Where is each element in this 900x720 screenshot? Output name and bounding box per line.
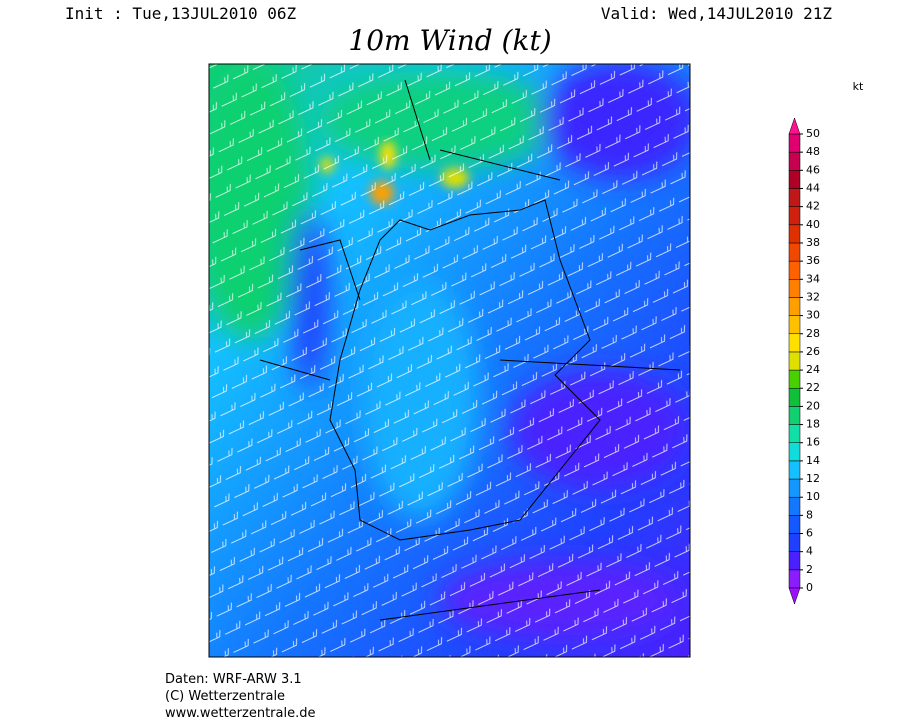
colorbar-band [788, 515, 801, 534]
colorbar-label: 38 [806, 236, 820, 249]
colorbar-above [788, 117, 801, 135]
colorbar-label: 42 [806, 200, 820, 213]
colorbar-label: 8 [806, 508, 813, 521]
colorbar-band [788, 333, 801, 353]
map-frame [208, 63, 691, 658]
colorbar-band [788, 442, 801, 462]
colorbar-label: 28 [806, 327, 820, 340]
colorbar-label: 4 [806, 545, 813, 558]
valid-time: Valid: Wed,14JUL2010 21Z [601, 4, 833, 23]
colorbar-band [788, 133, 801, 153]
colorbar-label: 18 [806, 418, 820, 431]
colorbar-below [788, 587, 801, 605]
colorbar-band [788, 151, 801, 171]
map-title: 10m Wind (kt) [348, 24, 551, 57]
colorbar-label: 44 [806, 181, 820, 194]
colorbar-label: 14 [806, 454, 820, 467]
colorbar-band [788, 260, 801, 280]
colorbar-label: 22 [806, 381, 820, 394]
colorbar-label: 0 [806, 581, 813, 594]
colorbar-label: 2 [806, 563, 813, 576]
colorbar-band [788, 551, 801, 571]
colorbar-band [788, 496, 801, 516]
colorbar-label: 16 [806, 436, 820, 449]
colorbar-band [788, 569, 801, 589]
colorbar-band [788, 206, 801, 226]
footer-line: Daten: WRF-ARW 3.1 [165, 672, 302, 687]
colorbar-label: 40 [806, 218, 820, 231]
colorbar-band [788, 478, 801, 498]
colorbar-band [788, 170, 801, 189]
colorbar-label: 46 [806, 163, 820, 176]
colorbar-band [788, 406, 801, 425]
colorbar-label: 34 [806, 272, 820, 285]
colorbar-label: 26 [806, 345, 820, 358]
colorbar: 0246810121416182022242628303234363840424… [788, 117, 820, 605]
colorbar-label: 48 [806, 145, 820, 158]
colorbar-label: 30 [806, 309, 820, 322]
colorbar-band [788, 533, 801, 552]
colorbar-band [788, 351, 801, 371]
colorbar-label: 32 [806, 290, 820, 303]
init-time: Init : Tue,13JUL2010 06Z [65, 4, 297, 23]
colorbar-label: 20 [806, 399, 820, 412]
wind-map [209, 64, 690, 657]
colorbar-band [788, 242, 801, 262]
colorbar-band [788, 369, 801, 389]
colorbar-band [788, 315, 801, 335]
colorbar-band [788, 297, 801, 316]
colorbar-label: 10 [806, 490, 820, 503]
colorbar-label: 24 [806, 363, 820, 376]
colorbar-band [788, 224, 801, 244]
colorbar-band [788, 460, 801, 480]
colorbar-unit: kt [853, 80, 864, 93]
colorbar-label: 12 [806, 472, 820, 485]
colorbar-band [788, 387, 801, 407]
colorbar-band [788, 424, 801, 443]
colorbar-label: 50 [806, 127, 820, 140]
colorbar-band [788, 279, 801, 298]
footer-line: (C) Wetterzentrale [165, 689, 285, 704]
colorbar-label: 6 [806, 527, 813, 540]
colorbar-label: 36 [806, 254, 820, 267]
footer-line: www.wetterzentrale.de [165, 706, 315, 720]
colorbar-band [788, 188, 801, 207]
